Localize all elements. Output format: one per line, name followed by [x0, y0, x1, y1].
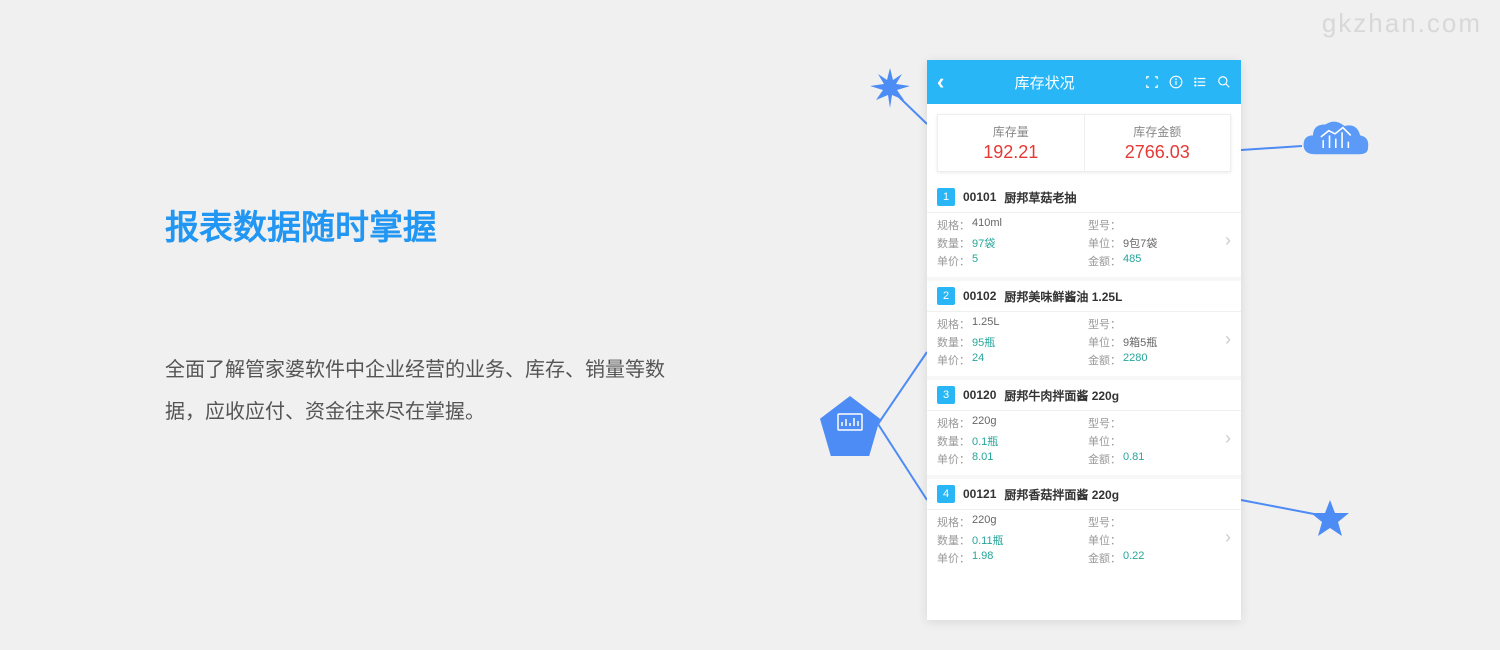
- list-item[interactable]: 1 00101 厨邦草菇老抽 规格：410ml 型号： 数量：97袋 单位：9包…: [927, 182, 1241, 277]
- item-code: 00102: [963, 289, 996, 303]
- list-icon[interactable]: [1193, 75, 1207, 89]
- item-name: 厨邦牛肉拌面酱 220g: [1004, 387, 1119, 404]
- info-icon[interactable]: [1169, 75, 1183, 89]
- item-number-badge: 3: [937, 386, 955, 404]
- item-details: 规格：410ml 型号： 数量：97袋 单位：9包7袋 单价：5 金额：485: [927, 212, 1241, 277]
- item-number-badge: 1: [937, 188, 955, 206]
- summary-stock-amount: 库存金额 2766.03: [1085, 115, 1231, 171]
- summary-card: 库存量 192.21 库存金额 2766.03: [937, 114, 1231, 172]
- summary-value: 192.21: [938, 142, 1084, 163]
- phone-header: ‹ 库存状况: [927, 60, 1241, 104]
- item-details: 规格：220g 型号： 数量：0.11瓶 单位： 单价：1.98 金额：0.22: [927, 509, 1241, 574]
- item-header: 4 00121 厨邦香菇拌面酱 220g: [927, 479, 1241, 509]
- five-point-star-icon: [1310, 498, 1350, 538]
- chevron-right-icon: ›: [1225, 428, 1231, 449]
- page-description: 全面了解管家婆软件中企业经营的业务、库存、销量等数据，应收应付、资金往来尽在掌握…: [165, 349, 665, 433]
- item-number-badge: 4: [937, 485, 955, 503]
- header-title: 库存状况: [944, 72, 1145, 93]
- item-name: 厨邦香菇拌面酱 220g: [1004, 486, 1119, 503]
- cloud-chart-icon: [1295, 115, 1375, 170]
- chevron-right-icon: ›: [1225, 230, 1231, 251]
- pentagon-chart-icon: [820, 396, 880, 456]
- scan-icon[interactable]: [1145, 75, 1159, 89]
- item-header: 2 00102 厨邦美味鲜酱油 1.25L: [927, 281, 1241, 311]
- list-item[interactable]: 4 00121 厨邦香菇拌面酱 220g 规格：220g 型号： 数量：0.11…: [927, 479, 1241, 574]
- back-icon[interactable]: ‹: [937, 69, 944, 95]
- item-code: 00101: [963, 190, 996, 204]
- list-item[interactable]: 2 00102 厨邦美味鲜酱油 1.25L 规格：1.25L 型号： 数量：95…: [927, 281, 1241, 376]
- item-code: 00120: [963, 388, 996, 402]
- item-header: 1 00101 厨邦草菇老抽: [927, 182, 1241, 212]
- summary-value: 2766.03: [1085, 142, 1231, 163]
- item-details: 规格：1.25L 型号： 数量：95瓶 单位：9箱5瓶 单价：24 金额：228…: [927, 311, 1241, 376]
- search-icon[interactable]: [1217, 75, 1231, 89]
- list-item[interactable]: 3 00120 厨邦牛肉拌面酱 220g 规格：220g 型号： 数量：0.1瓶…: [927, 380, 1241, 475]
- summary-label: 库存金额: [1085, 123, 1231, 140]
- page-title: 报表数据随时掌握: [165, 200, 665, 249]
- item-header: 3 00120 厨邦牛肉拌面酱 220g: [927, 380, 1241, 410]
- item-name: 厨邦美味鲜酱油 1.25L: [1004, 288, 1122, 305]
- summary-label: 库存量: [938, 123, 1084, 140]
- phone-mockup: ‹ 库存状况 库存量 192.21 库存金额 2766.03: [927, 60, 1241, 620]
- burst-star-icon: [870, 68, 910, 108]
- chevron-right-icon: ›: [1225, 329, 1231, 350]
- chevron-right-icon: ›: [1225, 527, 1231, 548]
- text-panel: 报表数据随时掌握 全面了解管家婆软件中企业经营的业务、库存、销量等数据，应收应付…: [165, 200, 665, 433]
- item-name: 厨邦草菇老抽: [1004, 189, 1076, 206]
- header-action-icons: [1145, 75, 1231, 89]
- watermark-text: gkzhan.com: [1322, 8, 1482, 39]
- inventory-list: 1 00101 厨邦草菇老抽 规格：410ml 型号： 数量：97袋 单位：9包…: [927, 182, 1241, 574]
- item-code: 00121: [963, 487, 996, 501]
- item-number-badge: 2: [937, 287, 955, 305]
- item-details: 规格：220g 型号： 数量：0.1瓶 单位： 单价：8.01 金额：0.81: [927, 410, 1241, 475]
- summary-stock-qty: 库存量 192.21: [938, 115, 1085, 171]
